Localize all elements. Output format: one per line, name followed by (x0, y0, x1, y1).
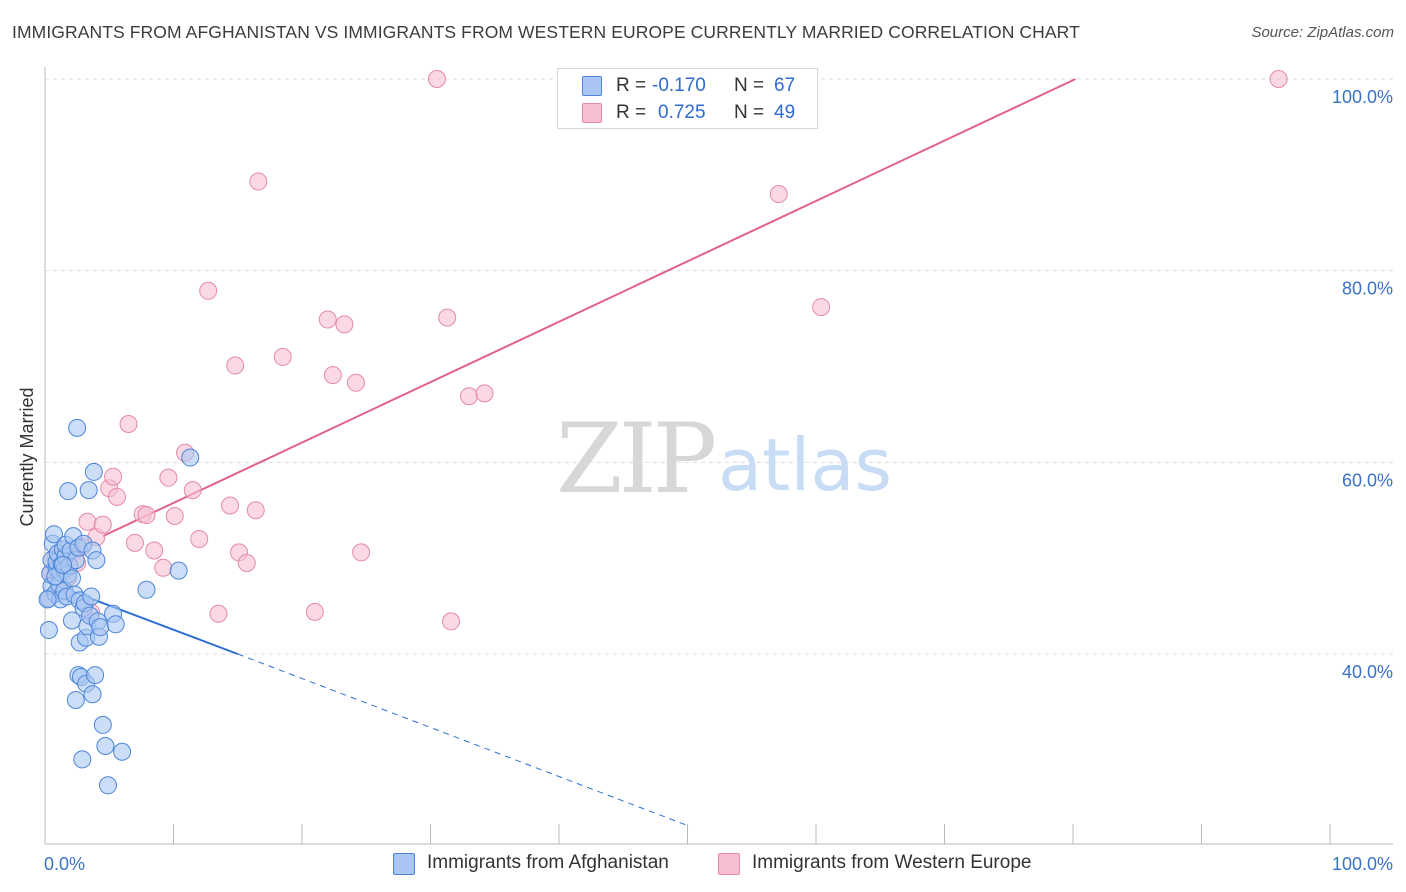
n-value: 67 (774, 75, 796, 96)
r-value: 0.725 (658, 102, 706, 123)
n-label: N = (734, 75, 765, 96)
legend-label: Immigrants from Western Europe (752, 852, 1032, 873)
data-point-afghanistan (137, 580, 156, 599)
data-point-western-europe (221, 496, 240, 515)
data-point-afghanistan (181, 448, 200, 467)
y-tick-label: 100.0% (1332, 87, 1393, 107)
data-point-afghanistan (83, 685, 102, 704)
legend-label: Immigrants from Afghanistan (427, 852, 669, 873)
data-point-western-europe (199, 281, 218, 300)
data-point-western-europe (1269, 70, 1288, 88)
data-point-western-europe (78, 512, 97, 531)
data-point-western-europe (318, 310, 337, 329)
data-point-western-europe (237, 553, 256, 572)
data-point-western-europe (246, 501, 265, 520)
data-point-western-europe (226, 356, 245, 375)
data-point-afghanistan (39, 621, 58, 640)
y-tick-label: 40.0% (1342, 662, 1393, 682)
trend-line-afghanistan-extension (237, 653, 691, 827)
data-point-western-europe (107, 487, 126, 506)
data-point-afghanistan (53, 555, 72, 574)
data-point-western-europe (346, 373, 365, 392)
r-label: R = (616, 75, 647, 96)
data-point-afghanistan (68, 418, 87, 437)
chart-title: IMMIGRANTS FROM AFGHANISTAN VS IMMIGRANT… (12, 22, 1080, 42)
data-point-western-europe (119, 415, 138, 433)
data-point-afghanistan (93, 715, 112, 734)
data-point-western-europe (190, 530, 209, 548)
y-tick-label: 60.0% (1342, 470, 1393, 490)
data-point-western-europe (438, 308, 457, 327)
data-point-afghanistan (91, 618, 110, 637)
stats-legend: R = -0.170 N = 67 R = 0.725 N = 49 (557, 68, 818, 129)
data-point-western-europe (104, 467, 123, 486)
data-point-western-europe (249, 172, 268, 191)
data-point-western-europe (769, 185, 788, 203)
data-point-western-europe (165, 507, 184, 525)
data-point-western-europe (273, 347, 292, 366)
data-point-afghanistan (86, 666, 105, 685)
data-point-western-europe (209, 604, 228, 623)
data-point-western-europe (460, 387, 479, 406)
watermark: ZIP atlas (556, 403, 892, 515)
chart-source: Source: ZipAtlas.com (1251, 24, 1394, 41)
data-point-western-europe (352, 543, 371, 562)
data-point-western-europe (145, 541, 164, 560)
data-point-afghanistan (87, 551, 106, 570)
watermark-zip: ZIP (556, 403, 715, 515)
n-label: N = (734, 102, 765, 123)
pink-swatch (718, 853, 740, 875)
x-tick-label: 100.0% (1332, 854, 1393, 874)
data-point-afghanistan (66, 691, 85, 709)
data-point-afghanistan (98, 776, 117, 795)
data-point-western-europe (475, 384, 494, 403)
watermark-atlas: atlas (718, 423, 892, 507)
data-point-afghanistan (96, 737, 115, 755)
data-point-western-europe (442, 612, 461, 631)
trend-line-western-europe (102, 78, 1076, 538)
data-point-western-europe (812, 298, 831, 317)
y-axis-title: Currently Married (17, 387, 37, 526)
data-point-western-europe (125, 533, 144, 552)
data-point-western-europe (305, 602, 324, 621)
n-value: 49 (774, 102, 796, 123)
data-point-afghanistan (169, 561, 188, 580)
data-point-western-europe (335, 315, 354, 334)
axes (44, 67, 1393, 845)
data-point-western-europe (427, 70, 446, 88)
blue-swatch (393, 853, 415, 875)
x-tick-label: 0.0% (44, 854, 85, 874)
data-point-western-europe (137, 506, 156, 525)
r-value: -0.170 (652, 75, 706, 96)
blue-swatch (582, 76, 602, 96)
data-point-afghanistan (59, 482, 78, 501)
data-point-western-europe (154, 558, 173, 577)
data-points (38, 70, 1288, 795)
data-point-western-europe (323, 366, 342, 385)
data-point-afghanistan (84, 462, 103, 481)
data-point-western-europe (183, 481, 202, 500)
data-point-western-europe (159, 468, 178, 487)
data-point-afghanistan (44, 525, 63, 544)
y-tick-label: 80.0% (1342, 279, 1393, 299)
data-point-western-europe (93, 515, 112, 534)
pink-swatch (582, 103, 602, 123)
data-point-afghanistan (113, 742, 132, 761)
grid-lines (45, 78, 1393, 655)
r-label: R = (616, 102, 647, 123)
data-point-afghanistan (73, 750, 92, 769)
tick-labels: 40.0% 60.0% 80.0% 100.0% 0.0% 100.0% (44, 87, 1393, 874)
data-point-afghanistan (106, 615, 125, 634)
data-point-afghanistan (79, 481, 98, 500)
data-point-afghanistan (82, 587, 101, 606)
data-point-afghanistan (38, 590, 57, 609)
